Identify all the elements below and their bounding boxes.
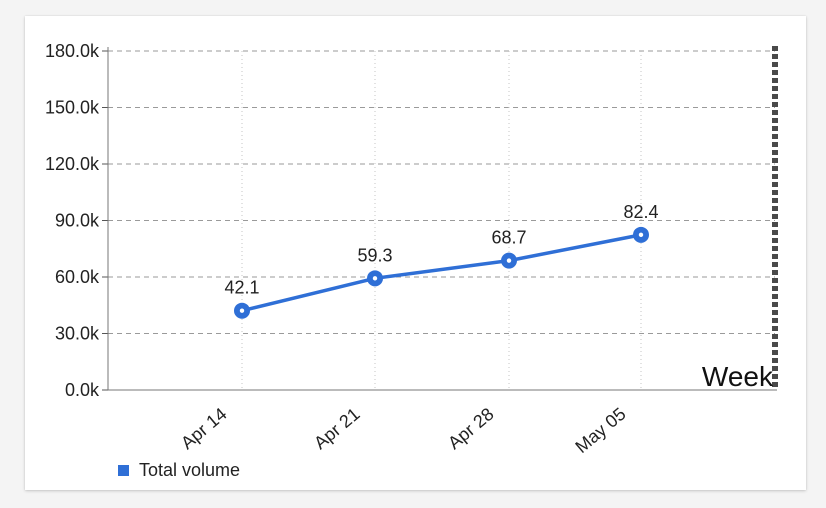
y-tick-label: 60.0k [55, 267, 100, 287]
data-label: 42.1 [224, 278, 259, 298]
data-point-center [372, 276, 378, 281]
legend: Total volume [118, 460, 240, 481]
axis-layer: 0.0k 30.0k 60.0k 90.0k 120.0k 150.0k 180.0k Apr… [45, 41, 778, 457]
data-label: 59.3 [357, 245, 392, 265]
y-tick-label: 0.0k [65, 380, 100, 400]
data-label: 68.7 [491, 228, 526, 248]
y-tick-label: 120.0k [45, 154, 100, 174]
data-point-center [638, 232, 644, 238]
data-point-center [239, 308, 245, 313]
data-label: 82.4 [623, 202, 658, 222]
x-tick-label: Apr 21 [310, 404, 363, 453]
x-tick-label: May 05 [571, 404, 629, 457]
series-line-total-volume [240, 233, 643, 313]
chart-card [25, 16, 806, 490]
grid-layer [108, 50, 775, 390]
x-tick-label: Apr 14 [177, 404, 230, 453]
label-layer: 42.1 59.3 68.7 82.4 [224, 202, 658, 298]
y-tick-label: 180.0k [45, 41, 100, 61]
legend-swatch-total-volume [118, 465, 129, 476]
series-layer [234, 226, 649, 319]
data-point-center [506, 258, 512, 263]
legend-label-total-volume: Total volume [139, 460, 241, 480]
y-tick-label: 30.0k [55, 324, 100, 344]
y-tick-label: 150.0k [45, 98, 100, 118]
x-axis-title: Week [702, 361, 774, 392]
y-tick-label: 90.0k [55, 211, 100, 231]
x-tick-label: Apr 28 [444, 404, 497, 453]
